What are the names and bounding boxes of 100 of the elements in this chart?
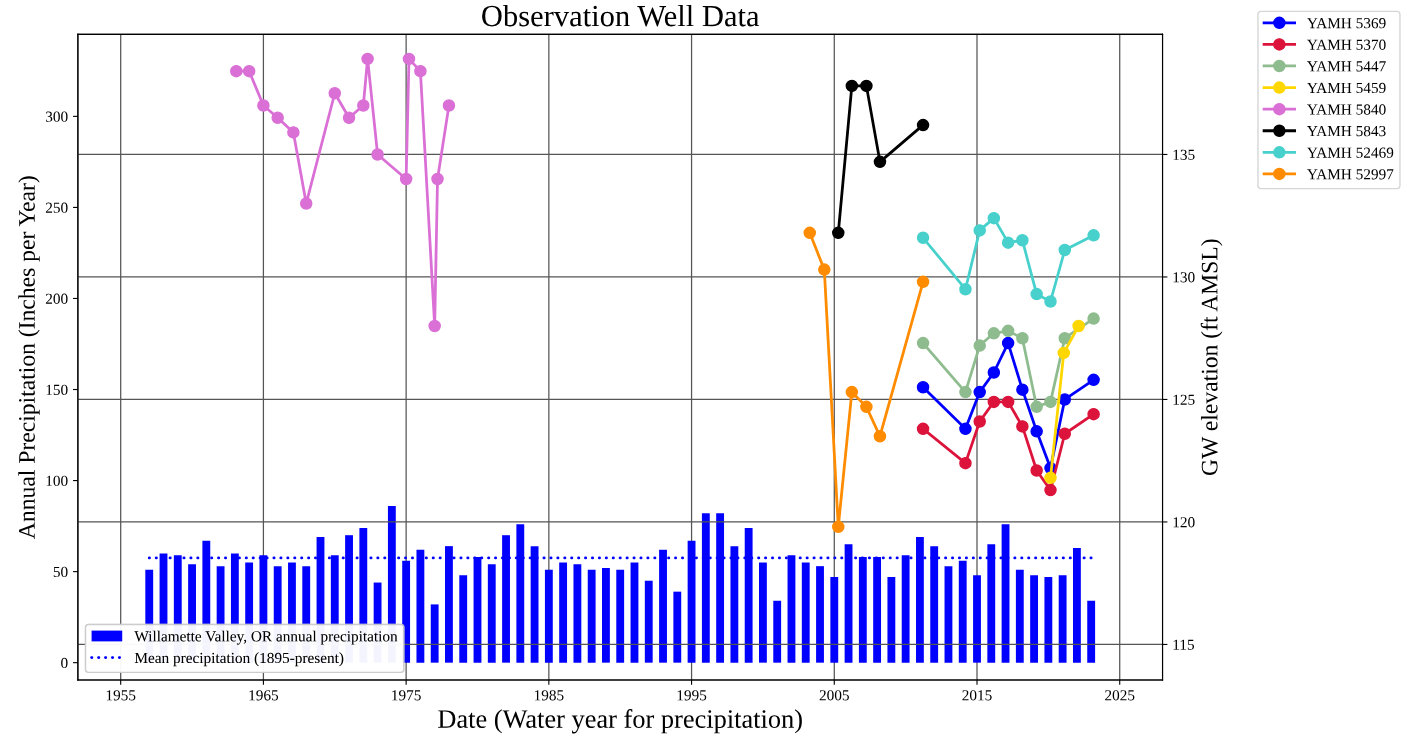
bar — [573, 564, 582, 663]
y2-tick-label: 130 — [1173, 272, 1195, 283]
bar — [816, 566, 824, 663]
point — [973, 415, 986, 428]
bar — [673, 591, 682, 663]
x-tick-label: 2015 — [962, 690, 992, 701]
point — [1058, 243, 1072, 257]
bar — [759, 562, 767, 663]
bar — [459, 575, 468, 663]
point — [287, 126, 300, 139]
y-tick-label: 100 — [46, 475, 68, 487]
point — [1057, 346, 1071, 360]
bar — [973, 575, 981, 663]
bar — [801, 562, 810, 663]
point — [959, 385, 972, 399]
point — [1087, 312, 1100, 325]
point — [271, 111, 284, 124]
legend-label: Mean precipitation (1895-present) — [134, 652, 344, 667]
point — [959, 456, 972, 470]
point — [860, 79, 873, 93]
point — [1087, 407, 1100, 421]
bar — [602, 567, 610, 663]
point — [1030, 464, 1043, 477]
y-tick-label: 300 — [45, 111, 68, 122]
point — [987, 327, 1001, 340]
point — [818, 263, 831, 276]
point — [803, 226, 816, 240]
y2-axis-title: GW elevation (ft AMSL) — [1200, 239, 1223, 476]
x-tick-label: 1965 — [249, 690, 279, 701]
point — [1058, 427, 1072, 441]
bar — [616, 569, 625, 663]
point — [1030, 400, 1043, 414]
point — [257, 99, 270, 112]
point — [1030, 425, 1043, 438]
legend-label: YAMH 5369 — [1307, 18, 1386, 29]
y2-tick-label: 125 — [1173, 394, 1195, 405]
point — [361, 52, 374, 66]
point — [1001, 336, 1015, 350]
point — [959, 422, 972, 436]
bar — [830, 577, 839, 663]
point — [916, 275, 930, 289]
point — [1044, 295, 1057, 308]
y-tick-label: 250 — [45, 202, 68, 213]
x-tick-label: 1985 — [534, 690, 564, 701]
point — [916, 231, 930, 245]
y-tick-label: 150 — [46, 384, 68, 395]
point — [916, 380, 930, 394]
point — [987, 366, 1001, 379]
point — [987, 211, 1001, 225]
point — [1016, 331, 1029, 345]
point — [399, 172, 413, 186]
point — [1030, 287, 1043, 301]
point — [916, 336, 930, 350]
point — [230, 64, 243, 78]
legend-label: YAMH 52997 — [1307, 169, 1394, 180]
point — [1001, 395, 1015, 409]
bar — [1030, 575, 1039, 663]
x-axis-title: Date (Water year for precipitation) — [438, 709, 802, 734]
legend-label: YAMH 5840 — [1307, 104, 1386, 115]
point — [845, 385, 859, 399]
point — [973, 385, 986, 399]
point — [832, 520, 845, 534]
legend-label: YAMH 5447 — [1307, 61, 1386, 72]
bar — [887, 577, 896, 663]
point — [442, 99, 456, 112]
bar — [644, 580, 653, 663]
point — [959, 282, 972, 296]
point — [845, 79, 859, 93]
bar — [430, 604, 439, 663]
point — [1058, 331, 1072, 345]
y-tick-label: 200 — [45, 293, 68, 304]
point — [1016, 420, 1029, 433]
point — [1044, 483, 1057, 497]
legend-label: YAMH 5459 — [1307, 82, 1386, 94]
point — [1044, 471, 1057, 485]
point — [299, 197, 313, 210]
bar — [544, 569, 553, 663]
x-tick-label: 1995 — [677, 690, 707, 701]
y2-tick-label: 120 — [1173, 517, 1195, 528]
y2-tick-label: 115 — [1173, 639, 1195, 650]
point — [873, 155, 887, 169]
point — [1016, 383, 1029, 396]
point — [1087, 229, 1100, 242]
bar — [1058, 575, 1067, 663]
x-tick-label: 2005 — [819, 690, 849, 701]
bar — [402, 560, 411, 663]
point — [242, 64, 256, 78]
point — [1016, 233, 1029, 247]
point — [1044, 395, 1057, 409]
point — [414, 64, 427, 78]
y-tick-label: 50 — [53, 566, 68, 578]
point — [973, 339, 986, 352]
x-tick-label: 1955 — [106, 690, 136, 701]
bar — [1044, 577, 1053, 663]
legend-label: YAMH 5370 — [1307, 39, 1386, 50]
point — [1001, 236, 1015, 249]
point — [1087, 373, 1100, 387]
point — [402, 52, 416, 66]
point — [428, 319, 441, 333]
point — [832, 226, 845, 240]
